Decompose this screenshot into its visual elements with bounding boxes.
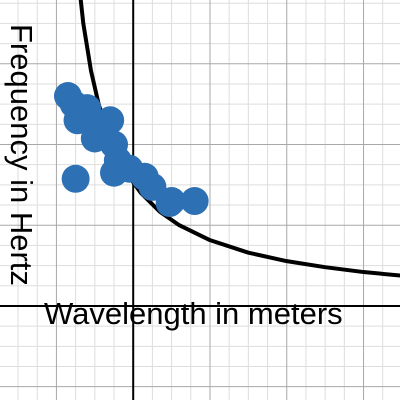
- data-point: [61, 164, 90, 193]
- data-points-layer: [53, 82, 209, 218]
- x-axis-label: Wavelength in meters: [44, 296, 343, 331]
- data-point: [180, 187, 209, 216]
- y-axis-label: Frequency in Hertz: [4, 24, 39, 286]
- data-point: [157, 187, 186, 216]
- data-point: [96, 106, 125, 135]
